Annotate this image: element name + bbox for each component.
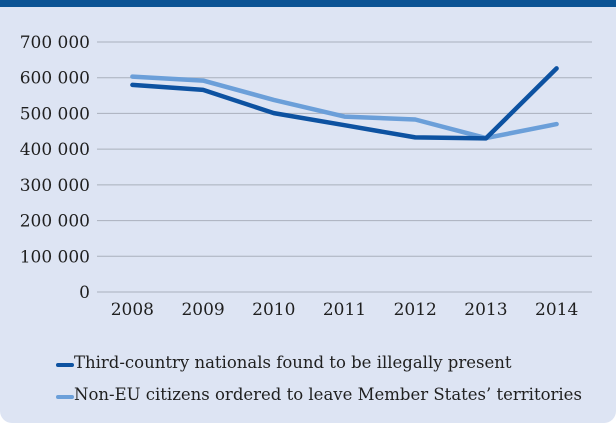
- legend-swatch-series-1: [56, 362, 74, 367]
- y-tick-label-3: 300 000: [20, 176, 90, 196]
- y-tick-label-5: 500 000: [20, 104, 90, 124]
- legend-item-series-2: Non-EU citizens ordered to leave Member …: [56, 378, 606, 410]
- chart-panel: [0, 7, 616, 423]
- legend-swatch-series-2: [56, 394, 74, 399]
- x-tick-label-2013: 2013: [464, 300, 507, 320]
- y-tick-label-2: 200 000: [20, 212, 90, 232]
- y-tick-label-6: 600 000: [20, 69, 90, 89]
- x-tick-label-2011: 2011: [323, 300, 366, 320]
- x-axis-tick-labels: 2008 2009 2010 2011 2012 2013 2014: [111, 300, 579, 320]
- legend-label-series-1: Third-country nationals found to be ille…: [74, 352, 512, 372]
- legend-label-series-2: Non-EU citizens ordered to leave Member …: [74, 384, 582, 404]
- y-tick-label-0: 0: [79, 283, 90, 303]
- series-lines: [130, 66, 559, 141]
- x-tick-label-2010: 2010: [252, 300, 295, 320]
- gridlines: [97, 41, 592, 293]
- x-tick-label-2008: 2008: [111, 300, 154, 320]
- legend: Third-country nationals found to be ille…: [56, 346, 606, 410]
- x-tick-label-2009: 2009: [181, 300, 224, 320]
- series-line-1: [130, 66, 559, 141]
- y-tick-label-1: 100 000: [20, 247, 90, 267]
- y-tick-label-7: 700 000: [20, 33, 90, 53]
- y-axis-tick-labels: 0 100 000 200 000 300 000 400 000 500 000 600 …: [20, 33, 90, 303]
- legend-item-series-1: Third-country nationals found to be ille…: [56, 346, 606, 378]
- top-rule: [0, 0, 616, 7]
- y-tick-label-4: 400 000: [20, 140, 90, 160]
- x-tick-label-2014: 2014: [535, 300, 578, 320]
- x-tick-label-2012: 2012: [394, 300, 437, 320]
